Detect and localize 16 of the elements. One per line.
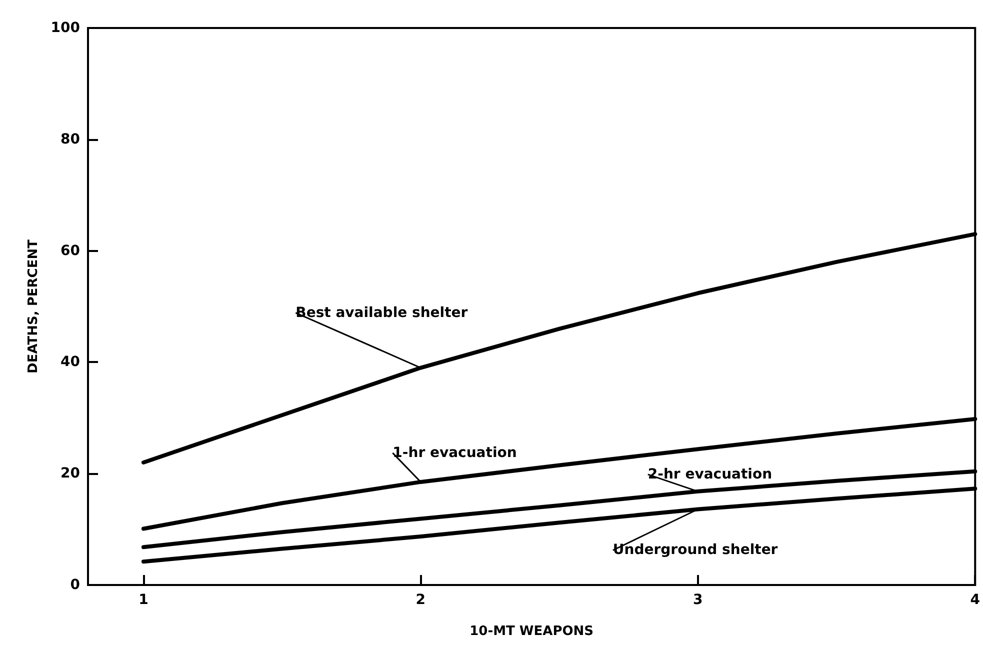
x-axis-title: 10-MT WEAPONS <box>470 624 594 639</box>
series-label: 2-hr evacuation <box>648 466 772 482</box>
y-tick-label: 40 <box>60 354 80 370</box>
y-tick-label: 80 <box>60 131 80 148</box>
y-tick-label: 20 <box>60 466 80 482</box>
x-tick-label: 2 <box>416 592 426 608</box>
series-label: 1-hr evacuation <box>392 444 517 461</box>
x-tick-label: 1 <box>138 592 148 608</box>
y-tick-label: 100 <box>50 20 80 36</box>
y-tick-label: 60 <box>60 242 80 259</box>
text: Best available shelter <box>296 304 468 321</box>
x-tick-label: 4 <box>970 592 980 608</box>
series-label: Underground shelter <box>612 542 778 558</box>
x-tick-label: 3 <box>693 592 703 608</box>
y-tick-label: 0 <box>70 577 80 593</box>
y-axis-title: DEATHS, PERCENT <box>26 239 41 374</box>
